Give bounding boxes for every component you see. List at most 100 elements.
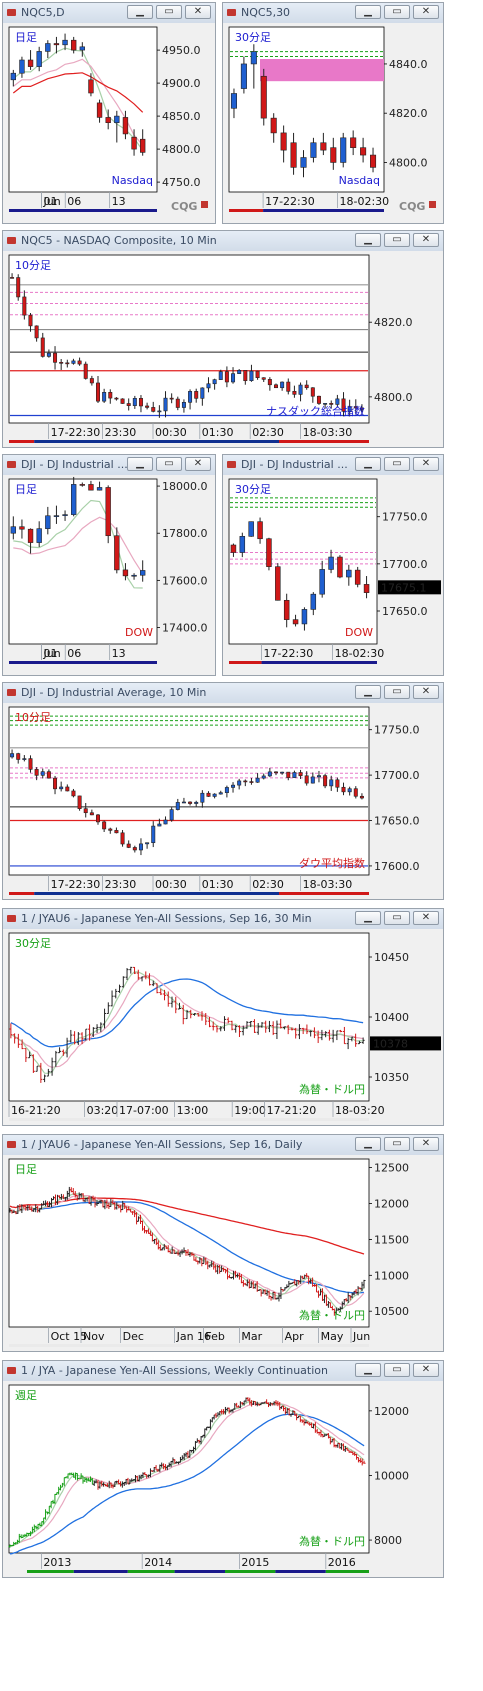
- candle-body: [105, 117, 111, 123]
- candle-body: [359, 795, 364, 799]
- candle-body: [292, 772, 297, 778]
- candle-body: [212, 379, 217, 385]
- candle-body: [53, 777, 58, 790]
- candle-body: [89, 378, 94, 384]
- window-title-bar[interactable]: DJI - DJ Industrial ... ▁ ▭ ✕: [223, 455, 443, 476]
- chart-canvas[interactable]: 4840.0 4820.0 4800.0 30分足 Nasdaq 17-22:30 18-0…: [223, 23, 443, 223]
- x-tick-label: 17-07:00: [119, 1104, 169, 1117]
- candle-body: [249, 370, 254, 382]
- candle-body: [243, 370, 248, 382]
- minimize-button[interactable]: ▁: [127, 457, 153, 471]
- close-button[interactable]: ✕: [413, 5, 439, 19]
- chart-canvas[interactable]: 17750.0 17700.0 17650.0 17675.1 30分足 DOW 17-22…: [223, 475, 443, 675]
- yen-daily-window[interactable]: 1 / JYAU6 - Japanese Yen-All Sessions, S…: [2, 1134, 444, 1352]
- nasdaq-daily-window[interactable]: NQC5,D ▁ ▭ ✕ 4950.0 4900.0 4850.0 4800.0 4750.…: [2, 2, 216, 224]
- candle-body: [194, 801, 199, 804]
- minimize-button[interactable]: ▁: [355, 233, 381, 247]
- window-title-bar[interactable]: NQC5,D ▁ ▭ ✕: [3, 3, 215, 24]
- maximize-button[interactable]: ▭: [156, 457, 182, 471]
- x-tick-label: Jun: [352, 1330, 370, 1343]
- window-title-bar[interactable]: 1 / JYAU6 - Japanese Yen-All Sessions, S…: [3, 1135, 443, 1156]
- candle-body: [175, 398, 180, 408]
- minimize-button[interactable]: ▁: [355, 5, 381, 19]
- candle-body: [114, 830, 119, 834]
- close-button[interactable]: ✕: [185, 457, 211, 471]
- yen-weekly-window[interactable]: 1 / JYA - Japanese Yen-All Sessions, Wee…: [2, 1360, 444, 1578]
- minimize-button[interactable]: ▁: [355, 1363, 381, 1377]
- candle-body: [255, 370, 260, 378]
- close-button[interactable]: ✕: [413, 685, 439, 699]
- dow-daily-window[interactable]: DJI - DJ Industrial ... ▁ ▭ ✕ 18000.0 17800…: [2, 454, 216, 676]
- maximize-button[interactable]: ▭: [384, 911, 410, 925]
- candle-body: [138, 843, 143, 851]
- instrument-legend: Nasdaq: [339, 174, 380, 187]
- candle-body: [132, 398, 137, 406]
- maximize-button[interactable]: ▭: [384, 233, 410, 247]
- instrument-legend: 為替・ドル円: [299, 1082, 365, 1096]
- window-title: DJI - DJ Industrial ...: [241, 458, 348, 471]
- minimize-button[interactable]: ▁: [355, 457, 381, 471]
- minimize-button[interactable]: ▁: [127, 5, 153, 19]
- candle-body: [102, 392, 107, 402]
- candle-body: [151, 825, 156, 844]
- highlight-zone: [260, 59, 384, 82]
- dow-30min-window[interactable]: DJI - DJ Industrial ... ▁ ▭ ✕ 17750.0 17700…: [222, 454, 444, 676]
- candle-body: [138, 398, 143, 407]
- x-tick-label: 18-03:30: [303, 426, 353, 439]
- minimize-button[interactable]: ▁: [355, 685, 381, 699]
- candle-body: [65, 786, 70, 792]
- minimize-button[interactable]: ▁: [355, 911, 381, 925]
- window-title-bar[interactable]: DJI - DJ Industrial Average, 10 Min ▁ ▭ ✕: [3, 683, 443, 704]
- maximize-button[interactable]: ▭: [384, 1137, 410, 1151]
- close-button[interactable]: ✕: [185, 5, 211, 19]
- minimize-button[interactable]: ▁: [355, 1137, 381, 1151]
- candle-body: [46, 352, 51, 357]
- nasdaq-composite-10min-window[interactable]: NQC5 - NASDAQ Composite, 10 Min ▁ ▭ ✕ 4820…: [2, 230, 444, 448]
- maximize-button[interactable]: ▭: [384, 685, 410, 699]
- x-tick-label: Feb: [205, 1330, 224, 1343]
- window-title-bar[interactable]: NQC5,30 ▁ ▭ ✕: [223, 3, 443, 24]
- maximize-button[interactable]: ▭: [156, 5, 182, 19]
- candle-body: [341, 398, 346, 412]
- y-tick-label: 17600.0: [374, 860, 420, 873]
- maximize-button[interactable]: ▭: [384, 457, 410, 471]
- candle-body: [10, 526, 16, 534]
- close-button[interactable]: ✕: [413, 457, 439, 471]
- maximize-button[interactable]: ▭: [384, 1363, 410, 1377]
- x-tick-label: Jun: [43, 647, 61, 660]
- y-tick-label: 4950.0: [162, 44, 201, 57]
- maximize-button[interactable]: ▭: [384, 5, 410, 19]
- close-button[interactable]: ✕: [413, 1137, 439, 1151]
- x-tick-label: 2014: [144, 1556, 172, 1569]
- chart-canvas[interactable]: 4950.0 4900.0 4850.0 4800.0 4750.0 日足 Nasdaq Ju…: [3, 23, 215, 223]
- dow-10min-window[interactable]: DJI - DJ Industrial Average, 10 Min ▁ ▭ ✕ …: [2, 682, 444, 900]
- window-title-bar[interactable]: NQC5 - NASDAQ Composite, 10 Min ▁ ▭ ✕: [3, 231, 443, 252]
- close-button[interactable]: ✕: [413, 233, 439, 247]
- window-title: NQC5,D: [21, 6, 65, 19]
- window-title-bar[interactable]: 1 / JYAU6 - Japanese Yen-All Sessions, S…: [3, 909, 443, 930]
- yen-30min-window[interactable]: 1 / JYAU6 - Japanese Yen-All Sessions, S…: [2, 908, 444, 1126]
- last-price-label: 10378: [373, 1037, 408, 1050]
- candle-body: [79, 484, 85, 486]
- session-bar: [9, 661, 157, 664]
- window-title-bar[interactable]: DJI - DJ Industrial ... ▁ ▭ ✕: [3, 455, 215, 476]
- candle-body: [96, 487, 103, 491]
- candle-body: [27, 528, 34, 543]
- close-button[interactable]: ✕: [413, 1363, 439, 1377]
- window-title: NQC5 - NASDAQ Composite, 10 Min: [21, 234, 217, 247]
- y-tick-label: 17650.0: [382, 605, 428, 618]
- candle-body: [59, 786, 64, 790]
- nasdaq-30min-window[interactable]: NQC5,30 ▁ ▭ ✕ 4840.0 4820.0 4800.0 30分足 Nasdaq…: [222, 2, 444, 224]
- candle-body: [206, 792, 211, 797]
- close-button[interactable]: ✕: [413, 911, 439, 925]
- chart-window-icon: [7, 689, 16, 696]
- candle-body: [27, 59, 34, 67]
- window-title-bar[interactable]: 1 / JYA - Japanese Yen-All Sessions, Wee…: [3, 1361, 443, 1382]
- candle-body: [10, 277, 15, 279]
